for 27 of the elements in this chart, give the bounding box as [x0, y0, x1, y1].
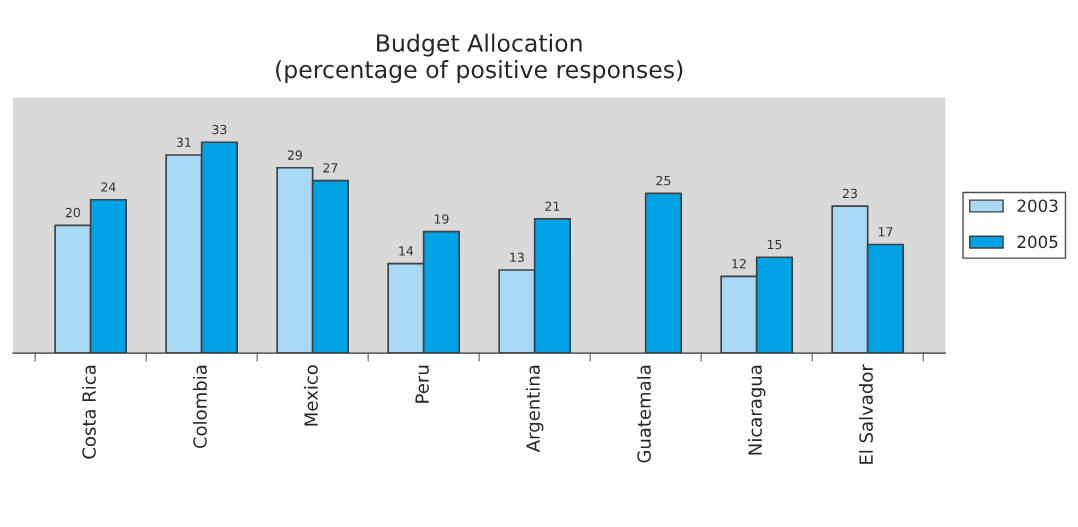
data-label: 24 [101, 182, 116, 192]
data-label: 15 [767, 239, 782, 250]
data-label: 17 [878, 227, 893, 237]
x-tick-label: Argentina [525, 365, 544, 453]
data-label: 21 [545, 201, 560, 211]
bar [644, 192, 683, 354]
data-label: 23 [842, 188, 857, 199]
data-label: 25 [656, 175, 671, 186]
data-label: 14 [399, 246, 414, 256]
data-label: 29 [287, 150, 302, 160]
legend-label: 2003 [1017, 199, 1058, 213]
data-label: 19 [434, 214, 449, 224]
data-label: 33 [212, 124, 227, 135]
x-tick-label: Guatemala [636, 365, 651, 463]
legend-label: 2005 [1017, 235, 1058, 249]
data-label: 13 [510, 252, 524, 263]
x-tick-label: Colombia [192, 365, 207, 449]
data-label: 31 [176, 137, 191, 148]
x-tick-label: Nicaragua [747, 365, 766, 455]
data-label: 20 [65, 207, 80, 218]
x-tick-label: Mexico [303, 365, 318, 426]
chart-title: Budget Allocation (percentage of positive responses) [276, 33, 683, 83]
data-label: 27 [323, 163, 338, 173]
data-label: 12 [732, 258, 746, 269]
x-tick-label: Costa Rica [81, 365, 96, 459]
x-tick-label: El Salvador [858, 364, 873, 464]
x-tick-label: Peru [415, 365, 429, 403]
